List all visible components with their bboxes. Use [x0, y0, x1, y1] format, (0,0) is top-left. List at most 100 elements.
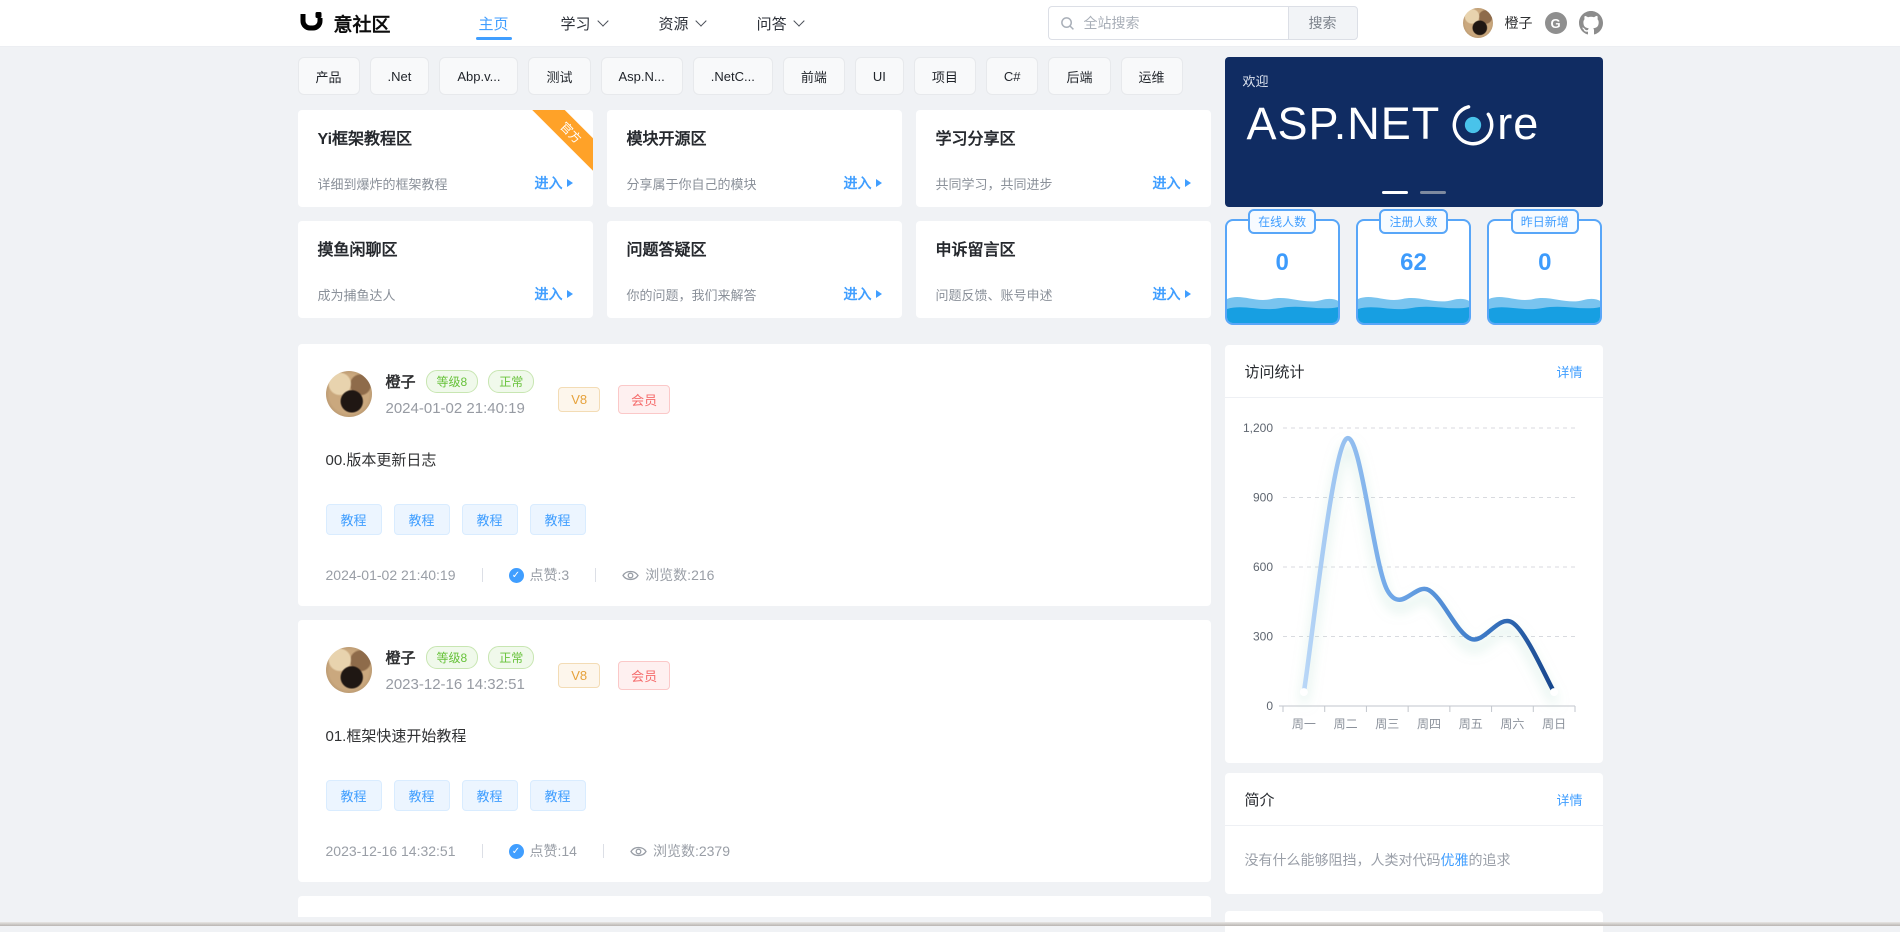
category-tag[interactable]: 测试 — [528, 57, 590, 95]
visits-detail-link[interactable]: 详情 — [1556, 362, 1582, 381]
svg-text:周六: 周六 — [1500, 717, 1524, 731]
post-datetime: 2023-12-16 14:32:51 — [386, 676, 535, 693]
enter-link[interactable]: 进入 — [1153, 284, 1191, 304]
welcome-banner[interactable]: 欢迎 ASP.NET re — [1225, 57, 1603, 207]
stat-label: 昨日新增 — [1511, 209, 1579, 234]
enter-link[interactable]: 进入 — [844, 284, 882, 304]
category-tag[interactable]: Abp.v... — [439, 57, 518, 95]
stat-label: 注册人数 — [1379, 209, 1447, 234]
user-avatar[interactable] — [1463, 8, 1493, 38]
enter-link[interactable]: 进入 — [1153, 173, 1191, 193]
search-input[interactable] — [1082, 14, 1277, 32]
views-count: 浏览数:2379 — [630, 841, 730, 861]
site-search: 搜索 — [1048, 6, 1358, 40]
github-icon[interactable] — [1579, 11, 1603, 35]
post-author-avatar[interactable] — [326, 371, 372, 417]
taskbar-edge — [0, 922, 1900, 926]
vip-badge: V8 — [558, 387, 600, 412]
category-tag[interactable]: Asp.N... — [601, 57, 683, 95]
chevron-down-icon — [597, 15, 608, 26]
post-tag[interactable]: 教程 — [530, 504, 586, 535]
like-check-icon: ✓ — [509, 844, 524, 859]
intro-title: 简介 — [1245, 789, 1275, 810]
intro-card: 简介 详情 没有什么能够阻挡，人类对代码优雅的追求 — [1225, 773, 1603, 894]
search-icon — [1060, 16, 1075, 31]
stat-card-new-yesterday: 昨日新增 0 — [1487, 219, 1602, 325]
post-card: 橙子 等级8 正常 2023-12-16 14:32:51 V8 会员 01.框… — [298, 620, 1211, 882]
intro-text: 没有什么能够阻挡，人类对代码优雅的追求 — [1225, 826, 1603, 894]
post-tag[interactable]: 教程 — [394, 780, 450, 811]
post-tag[interactable]: 教程 — [462, 504, 518, 535]
carousel-indicator[interactable] — [1420, 191, 1446, 194]
post-tag[interactable]: 教程 — [394, 504, 450, 535]
zone-title: 申诉留言区 — [936, 236, 1191, 260]
search-button[interactable]: 搜索 — [1288, 6, 1358, 40]
views-count: 浏览数:216 — [622, 565, 714, 585]
category-tag[interactable]: 后端 — [1048, 57, 1110, 95]
enter-link[interactable]: 进入 — [535, 284, 573, 304]
zone-desc: 共同学习，共同进步 — [936, 174, 1053, 193]
carousel-indicators — [1225, 191, 1603, 194]
nav-home[interactable]: 主页 — [479, 0, 509, 46]
post-tag[interactable]: 教程 — [462, 780, 518, 811]
arrow-right-icon — [1185, 179, 1191, 187]
top-navbar: 意社区 主页 学习 资源 问答 — [0, 0, 1900, 47]
category-tag[interactable]: 项目 — [914, 57, 976, 95]
zone-card-share: 学习分享区 共同学习，共同进步 进入 — [916, 110, 1211, 207]
vip-badge: V8 — [558, 663, 600, 688]
gitee-icon[interactable]: G — [1545, 12, 1567, 34]
zone-card-tutorial: 官方 Yi框架教程区 详细到爆炸的框架教程 进入 — [298, 110, 593, 207]
category-tag[interactable]: .Net — [370, 57, 430, 95]
post-author-avatar[interactable] — [326, 647, 372, 693]
divider — [595, 568, 596, 582]
like-check-icon: ✓ — [509, 568, 524, 583]
post-title[interactable]: 01.框架快速开始教程 — [326, 725, 1183, 746]
stat-value: 0 — [1489, 249, 1600, 277]
zone-card-opensource: 模块开源区 分享属于你自己的模块 进入 — [607, 110, 902, 207]
chevron-down-icon — [793, 15, 804, 26]
member-badge: 会员 — [618, 385, 670, 414]
eye-icon — [630, 845, 647, 858]
nav-resources[interactable]: 资源 — [659, 0, 705, 46]
category-tag[interactable]: 运维 — [1121, 57, 1183, 95]
zone-card-chat: 摸鱼闲聊区 成为捕鱼达人 进入 — [298, 221, 593, 318]
author-name[interactable]: 橙子 — [386, 647, 416, 668]
svg-text:周二: 周二 — [1333, 717, 1357, 731]
author-name[interactable]: 橙子 — [386, 371, 416, 392]
zone-cards: 官方 Yi框架教程区 详细到爆炸的框架教程 进入 模块开源区 分享属于你自己的模… — [298, 110, 1211, 318]
category-tag[interactable]: .NetC... — [693, 57, 773, 95]
status-badge: 正常 — [488, 646, 534, 669]
zone-desc: 分享属于你自己的模块 — [627, 174, 757, 193]
category-tag[interactable]: UI — [855, 57, 904, 95]
zone-title: 问题答疑区 — [627, 236, 882, 260]
brand-title: 意社区 — [334, 10, 391, 37]
carousel-indicator[interactable] — [1382, 191, 1408, 194]
arrow-right-icon — [876, 290, 882, 298]
nav-qa[interactable]: 问答 — [757, 0, 803, 46]
stat-card-registered: 注册人数 62 — [1356, 219, 1471, 325]
enter-link[interactable]: 进入 — [535, 173, 573, 193]
intro-detail-link[interactable]: 详情 — [1556, 790, 1582, 809]
stat-label: 在线人数 — [1248, 209, 1316, 234]
svg-text:周一: 周一 — [1291, 717, 1315, 731]
category-tag[interactable]: 产品 — [298, 57, 360, 95]
category-tag[interactable]: 前端 — [783, 57, 845, 95]
post-title[interactable]: 00.版本更新日志 — [326, 449, 1183, 470]
divider — [482, 568, 483, 582]
nav-learn[interactable]: 学习 — [561, 0, 607, 46]
post-card-partial — [298, 896, 1211, 917]
zone-title: 模块开源区 — [627, 125, 882, 149]
aspnet-core-logo: ASP.NET re — [1243, 98, 1585, 150]
post-tag[interactable]: 教程 — [326, 780, 382, 811]
brand[interactable]: 意社区 — [298, 10, 391, 37]
post-tag[interactable]: 教程 — [326, 504, 382, 535]
zone-title: 摸鱼闲聊区 — [318, 236, 573, 260]
divider — [603, 844, 604, 858]
enter-link[interactable]: 进入 — [844, 173, 882, 193]
level-badge: 等级8 — [426, 646, 479, 669]
divider — [482, 844, 483, 858]
intro-highlight-link[interactable]: 优雅 — [1441, 852, 1469, 868]
category-tag[interactable]: C# — [986, 57, 1039, 95]
post-tag[interactable]: 教程 — [530, 780, 586, 811]
